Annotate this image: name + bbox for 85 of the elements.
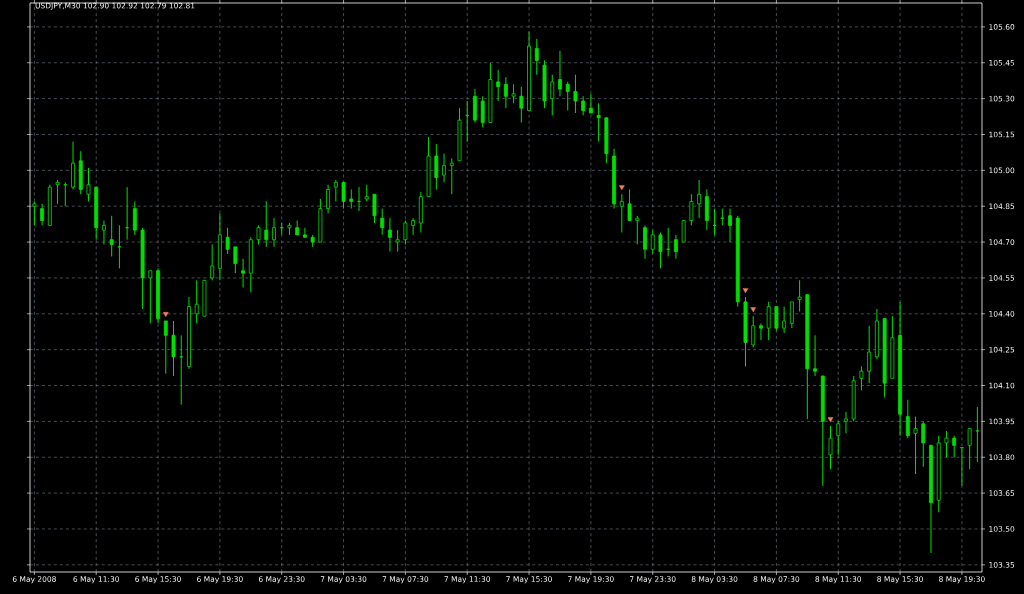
candlestick [635, 215, 640, 245]
candlestick [867, 325, 872, 384]
candlestick [333, 179, 338, 202]
candlestick [550, 74, 555, 116]
candlestick [921, 420, 926, 468]
candlestick [496, 69, 501, 102]
candlestick [759, 322, 763, 341]
candlestick [395, 229, 400, 253]
candlestick [55, 179, 60, 205]
candlestick [789, 301, 794, 329]
candlestick [944, 430, 949, 458]
candlestick [689, 193, 694, 226]
candlestick [387, 217, 392, 253]
candlestick [844, 411, 848, 434]
candlestick [766, 301, 771, 341]
candlestick [728, 208, 732, 243]
candlestick [163, 320, 168, 375]
candlestick [349, 188, 354, 210]
candlestick [511, 83, 516, 104]
candlestick [225, 227, 230, 255]
candlestick [627, 188, 632, 222]
candlestick [411, 217, 416, 236]
candlestick [975, 406, 980, 463]
candlestick [109, 215, 114, 257]
candlestick [836, 420, 841, 456]
candlestick [797, 279, 802, 312]
candlestick [272, 217, 276, 248]
candlestick [372, 193, 377, 224]
point [619, 185, 625, 191]
candlestick [782, 306, 787, 334]
candlestick [171, 320, 176, 377]
candlestick [434, 143, 439, 190]
candlestick [480, 95, 485, 128]
candlestick [302, 227, 307, 238]
candlestick [673, 234, 678, 260]
candlestick [449, 157, 454, 195]
candlestick [681, 220, 686, 243]
candlestick [233, 246, 238, 274]
candlestick [117, 224, 122, 269]
candlestick [194, 279, 199, 324]
candlestick [596, 102, 601, 143]
candlestick [326, 184, 331, 214]
candlestick [148, 270, 153, 324]
point [827, 417, 834, 423]
candlestick [473, 88, 477, 124]
candlestick [534, 38, 539, 76]
candlestick [905, 399, 910, 439]
candlestick [132, 200, 137, 236]
candlestick [697, 179, 702, 219]
point [742, 288, 749, 294]
candlestick [86, 167, 91, 202]
candlestick [341, 181, 346, 210]
candlestick [403, 220, 408, 245]
candlestick [256, 224, 261, 245]
candlestick [40, 203, 45, 226]
candlestick [442, 153, 446, 183]
candlestick [32, 200, 37, 226]
candlestick [859, 365, 864, 391]
candlestick [813, 334, 817, 377]
candlestick [241, 258, 246, 288]
candlestick [380, 208, 385, 236]
candlestick [71, 141, 75, 190]
candlestick [650, 229, 655, 255]
candlestick [565, 81, 570, 112]
candlestick [102, 220, 106, 245]
candlestick [828, 425, 833, 470]
candlestick [581, 95, 586, 116]
candlestick [967, 428, 972, 470]
candlestick [519, 86, 524, 124]
candlestick [210, 243, 215, 281]
candlestick [913, 416, 918, 475]
candlestick [264, 200, 269, 248]
candlestick [774, 306, 779, 332]
point [750, 307, 757, 313]
candlestick [503, 76, 508, 109]
candlestick [588, 93, 593, 114]
candlestick [952, 435, 957, 458]
candlestick [704, 188, 709, 231]
candlestick [573, 74, 578, 114]
candlestick [619, 193, 624, 234]
candlestick [643, 224, 647, 260]
candlestick [751, 315, 756, 348]
point [162, 312, 169, 317]
candlestick [558, 50, 562, 97]
candlestick [658, 232, 663, 269]
